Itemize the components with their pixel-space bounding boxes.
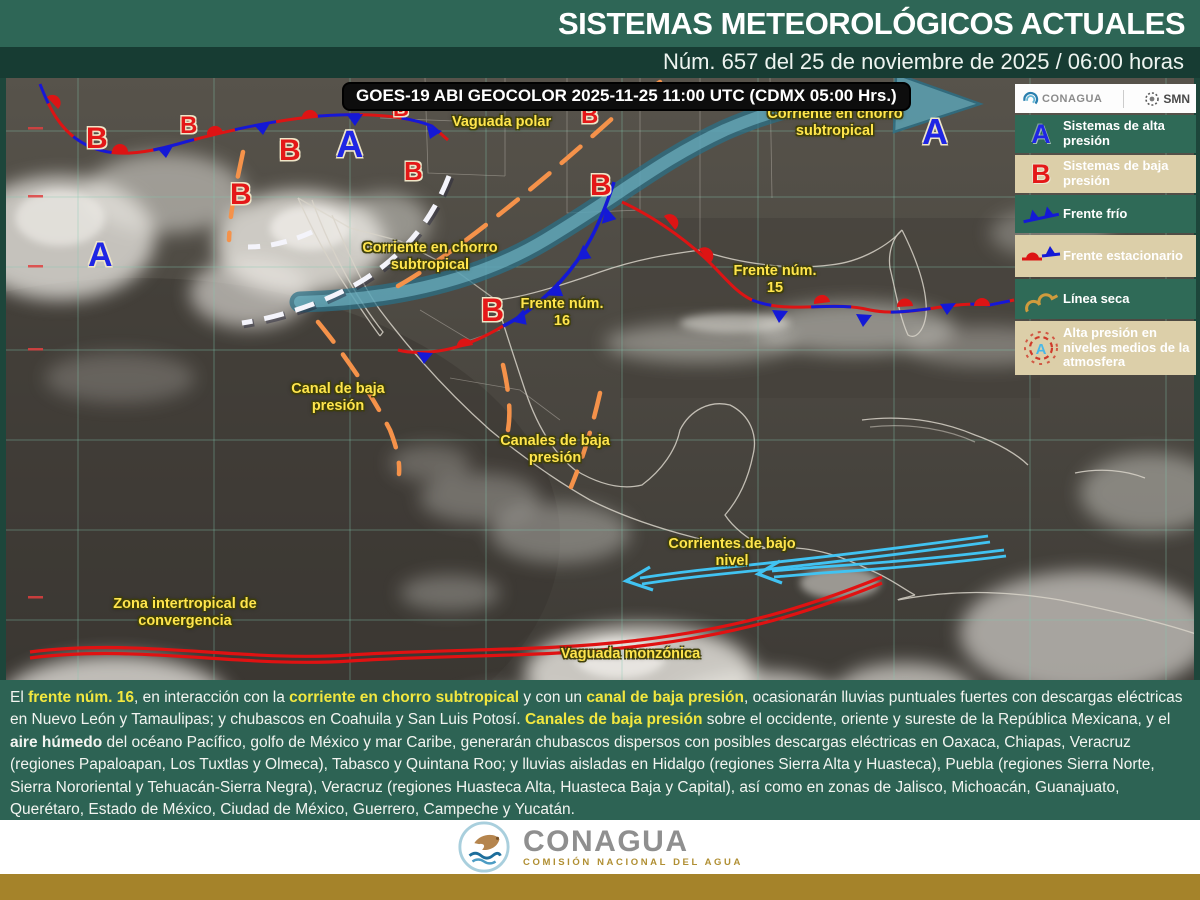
forecast-segment: y con un [519, 689, 587, 706]
footer: CONAGUA COMISIÓN NACIONAL DEL AGUA [0, 820, 1200, 874]
low-pressure-marker: B [230, 178, 252, 211]
legend-item-frente-frio: Frente frío [1015, 195, 1196, 233]
polar-trough [241, 175, 454, 329]
legend-item-baja-presion: B Sistemas de baja presión [1015, 155, 1196, 193]
coastlines [297, 197, 1200, 636]
legend-org-conagua: CONAGUA [1042, 92, 1103, 105]
conagua-logo-icon [1023, 91, 1039, 104]
legend-logo-divider [1122, 89, 1124, 108]
legend-item-linea-seca: Línea seca [1015, 279, 1196, 319]
map-label-canales-baja-presion: Canales de baja presión [500, 433, 610, 466]
dry-line-icon [1025, 293, 1059, 313]
satellite-weather-map: GOES-19 ABI GEOCOLOR 2025-11-25 11:00 UT… [0, 78, 1200, 680]
conagua-wordmark: CONAGUA [523, 824, 689, 858]
page-title: SISTEMAS METEOROLÓGICOS ACTUALES [0, 0, 1200, 47]
low-level-current-arrows [622, 534, 1007, 592]
low-pressure-marker: B [481, 292, 505, 328]
map-label-frente-16: Frente núm. 16 [520, 296, 604, 329]
forecast-segment: sobre el occidente, oriente y sureste de… [702, 711, 1171, 729]
conagua-eagle-logo [458, 821, 510, 873]
smn-logo-icon [1145, 91, 1160, 106]
map-label-zona-intertropical: Zona intertropical de convergencia [113, 596, 257, 629]
forecast-segment: Canales de baja presión [524, 711, 703, 729]
forecast-segment: aire húmedo [10, 733, 103, 751]
satellite-image [0, 78, 1200, 680]
cold-front-icon [1023, 206, 1060, 224]
high-pressure-marker: A [336, 124, 364, 166]
legend-panel: CONAGUA SMN A Sistemas de alta presión B… [1015, 84, 1196, 377]
map-label-vaguada-monzonica: Vaguada monzónica [560, 646, 701, 662]
low-pressure-marker: B [86, 122, 108, 155]
high-pressure-marker: A [922, 111, 948, 152]
map-label-frente-15: Frente núm. 15 [733, 263, 817, 296]
map-label-chorro-subtropical-centro: Corriente en chorro subtropical [362, 240, 498, 273]
map-label-corrientes-bajo-nivel: Corrientes de bajo nivel [668, 536, 796, 569]
low-pressure-marker: B [279, 134, 301, 167]
low-pressure-marker: B [404, 156, 423, 186]
gold-bar [0, 874, 1200, 900]
legend-logos: CONAGUA SMN [1015, 84, 1196, 113]
latitude-tick-marks [28, 127, 43, 599]
map-label-canal-baja-presion: Canal de baja presión [291, 381, 385, 414]
svg-text:A: A [1036, 341, 1047, 358]
map-label-chorro-subtropical-ne: Corriente en chorro subtropical [767, 106, 903, 139]
low-pressure-icon: B [1031, 158, 1051, 189]
legend-org-smn: SMN [1163, 91, 1190, 106]
bulletin-number-date: Núm. 657 del 25 de noviembre de 2025 / 0… [0, 47, 1200, 78]
forecast-segment: , ocasionarán lluvias puntuales fuertes … [10, 689, 1183, 729]
high-pressure-icon: A [1031, 118, 1051, 149]
map-frame-right [1194, 78, 1200, 680]
legend-item-alta-niveles-medios: A Alta presión en niveles medios de la a… [1015, 321, 1196, 375]
mid-level-high-icon: A [1024, 331, 1058, 365]
forecast-text: El frente núm. 16, en interacción con la… [0, 680, 1200, 820]
forecast-segment: , en interacción con la [134, 689, 290, 706]
monsoon-trough [29, 575, 883, 664]
legend-item-alta-presion: A Sistemas de alta presión [1015, 115, 1196, 153]
map-label-vaguada-polar: Vaguada polar [452, 114, 552, 130]
low-pressure-marker: B [180, 112, 198, 139]
low-pressure-channels [226, 79, 663, 490]
conagua-subtitle: COMISIÓN NACIONAL DEL AGUA [523, 856, 743, 868]
legend-item-frente-estacionario: Frente estacionario [1015, 235, 1196, 277]
map-frame-left [0, 78, 6, 680]
forecast-segment: canal de baja presión [586, 689, 744, 706]
forecast-segment: del océano Pacífico, golfo de México y m… [10, 733, 1155, 819]
forecast-segment: El [10, 689, 29, 706]
forecast-segment: corriente en chorro subtropical [289, 689, 520, 706]
cold-front-16 [397, 181, 617, 364]
stationary-front-15 [621, 200, 1015, 327]
forecast-segment: frente núm. 16 [28, 689, 135, 706]
stationary-front-icon [1022, 246, 1061, 261]
low-pressure-marker: B [590, 169, 612, 202]
goes-caption: GOES-19 ABI GEOCOLOR 2025-11-25 11:00 UT… [342, 82, 911, 111]
high-pressure-marker: A [88, 236, 113, 274]
